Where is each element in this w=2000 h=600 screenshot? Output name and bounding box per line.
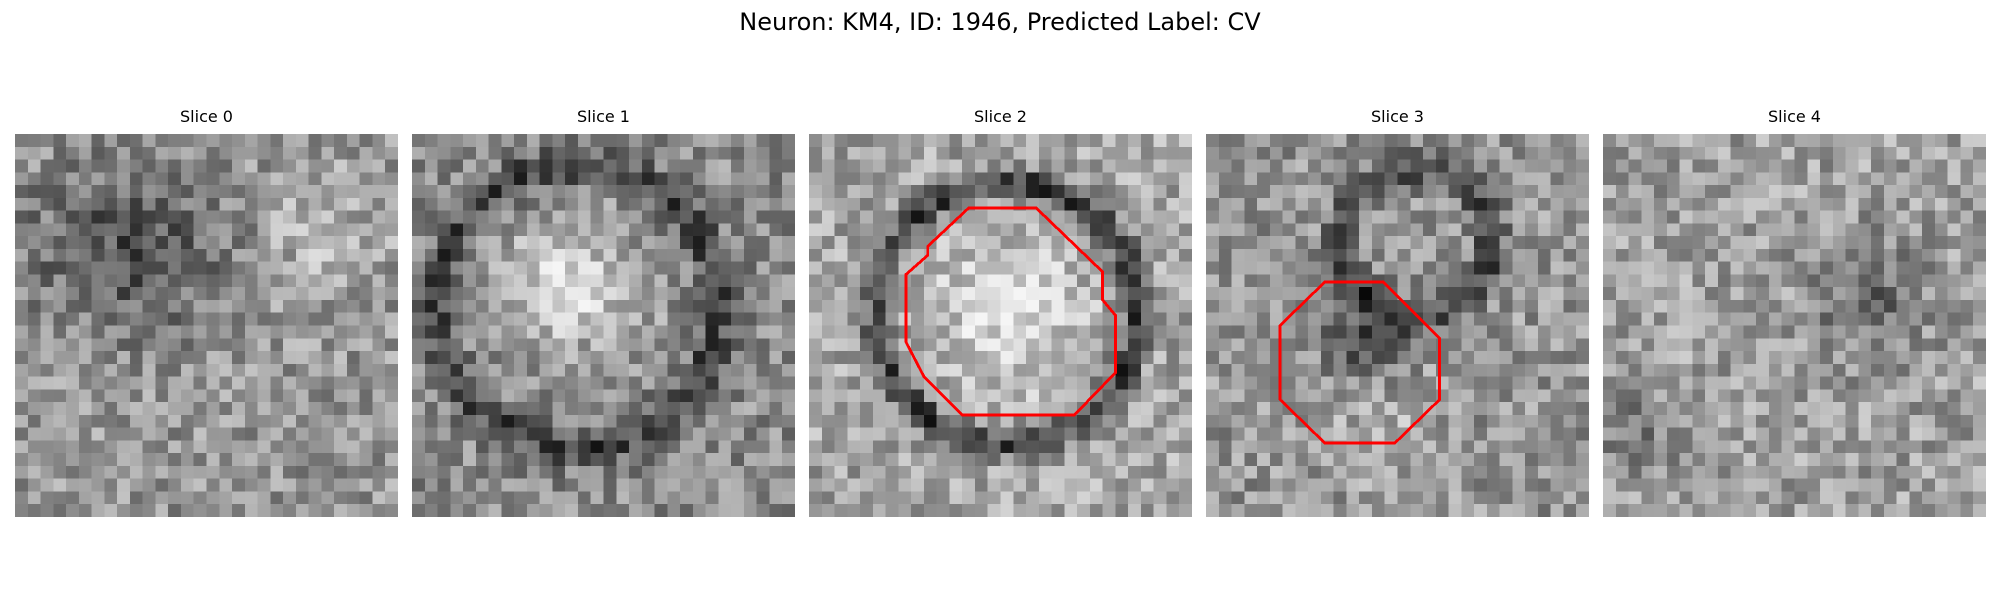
- slice-image: [15, 134, 398, 517]
- slice-title: Slice 0: [180, 107, 233, 126]
- slice-image: [1206, 134, 1589, 517]
- slice-image: [412, 134, 795, 517]
- slice-image: [809, 134, 1192, 517]
- slice-title: Slice 2: [974, 107, 1027, 126]
- figure-title: Neuron: KM4, ID: 1946, Predicted Label: …: [739, 8, 1261, 36]
- slice-image: [1603, 134, 1986, 517]
- contour-outline: [1278, 280, 1442, 445]
- contour-outline: [904, 206, 1117, 417]
- slice-title: Slice 1: [577, 107, 630, 126]
- slice-title: Slice 4: [1768, 107, 1821, 126]
- slice-title: Slice 3: [1371, 107, 1424, 126]
